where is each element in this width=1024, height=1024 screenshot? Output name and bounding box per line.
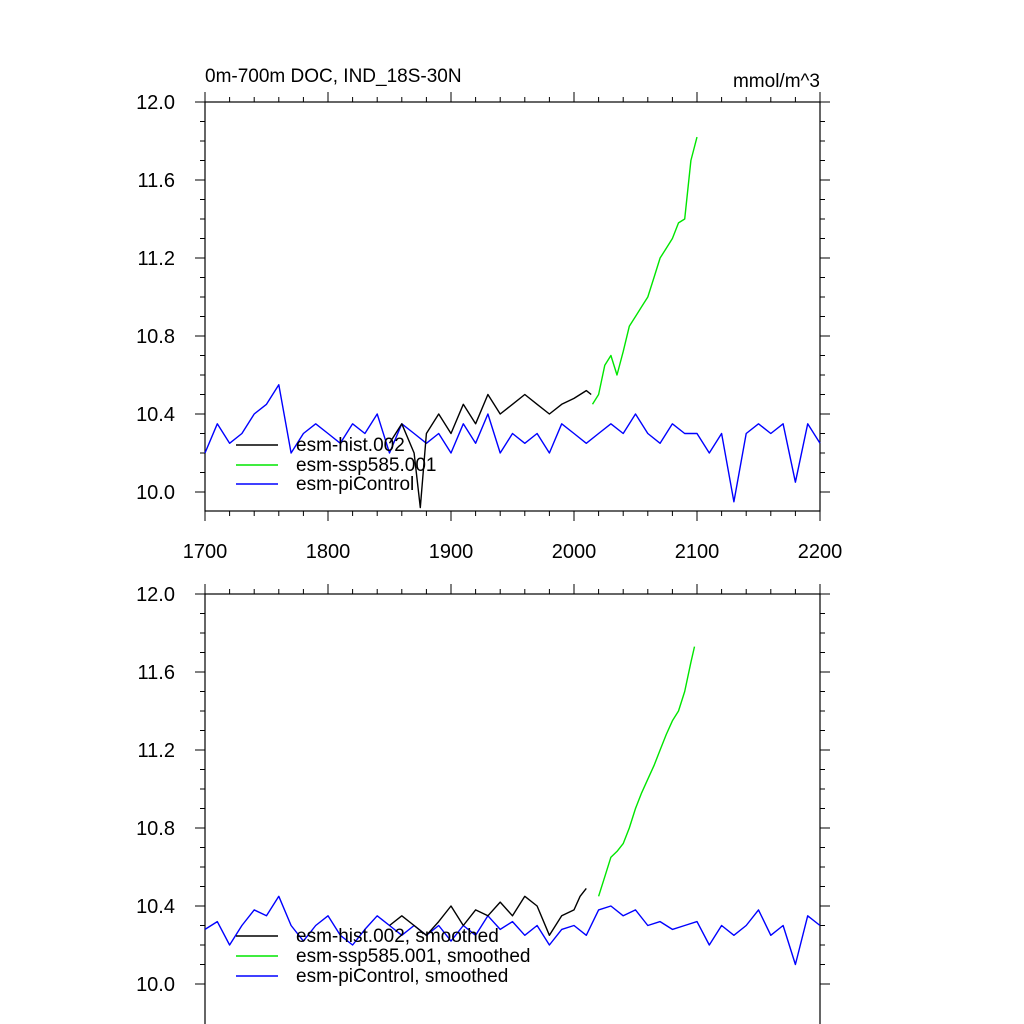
chart-panel-bottom: 10.0 10.4 10.8 11.2 11.6 12.0 esm-hist.002, s…: [136, 584, 830, 1024]
y-tick-label: 10.4: [136, 404, 175, 426]
x-tick-label: 2200: [798, 541, 843, 563]
legend-label: esm-piControl: [296, 474, 414, 495]
series-line: [388, 389, 592, 509]
chart-title: 0m-700m DOC, IND_18S-30N: [205, 66, 462, 87]
plot-frame: [204, 101, 821, 512]
y-tick-label: 10.4: [136, 896, 175, 918]
y-tick-label: 11.6: [138, 662, 175, 684]
legend-label: esm-ssp585.001, smoothed: [296, 946, 530, 967]
series-lines: [204, 646, 821, 966]
y-tick-label: 11.2: [138, 740, 175, 762]
y-tick-labels: 10.0 10.4 10.8 11.2 11.6 12.0: [136, 584, 175, 996]
legend-label: esm-hist.002: [296, 435, 405, 456]
x-tick-label: 2100: [675, 541, 720, 563]
units-label: mmol/m^3: [733, 71, 820, 92]
axis-ticks: [195, 584, 830, 985]
series-line: [389, 887, 587, 936]
y-tick-label: 10.8: [136, 326, 175, 348]
legend-label: esm-piControl, smoothed: [296, 966, 508, 987]
plot-frame: [204, 593, 821, 1024]
y-tick-label: 10.8: [136, 818, 175, 840]
legend-label: esm-ssp585.001: [296, 455, 436, 476]
x-tick-label: 1900: [429, 541, 474, 563]
y-tick-label: 10.0: [136, 974, 175, 996]
axis-ticks: [195, 92, 830, 521]
y-tick-label: 12.0: [136, 92, 175, 114]
series-line: [204, 895, 821, 966]
x-tick-label: 1700: [183, 541, 228, 563]
x-tick-label: 2000: [552, 541, 597, 563]
y-tick-label: 11.2: [138, 248, 175, 270]
series-line: [204, 384, 821, 503]
y-tick-labels: 10.0 10.4 10.8 11.2 11.6 12.0: [136, 92, 175, 504]
y-tick-label: 11.6: [138, 170, 175, 192]
y-tick-label: 10.0: [136, 482, 175, 504]
series-line: [591, 136, 698, 405]
series-lines: [204, 136, 821, 509]
x-tick-label: 1800: [306, 541, 351, 563]
legend-label: esm-hist.002, smoothed: [296, 926, 499, 947]
x-tick-labels: 1700 1800 1900 2000 2100 2200: [183, 541, 843, 563]
chart-panel-top: 0m-700m DOC, IND_18S-30N mmol/m^3 10.010…: [136, 66, 842, 563]
series-line: [597, 646, 696, 897]
y-tick-label: 12.0: [136, 584, 175, 606]
